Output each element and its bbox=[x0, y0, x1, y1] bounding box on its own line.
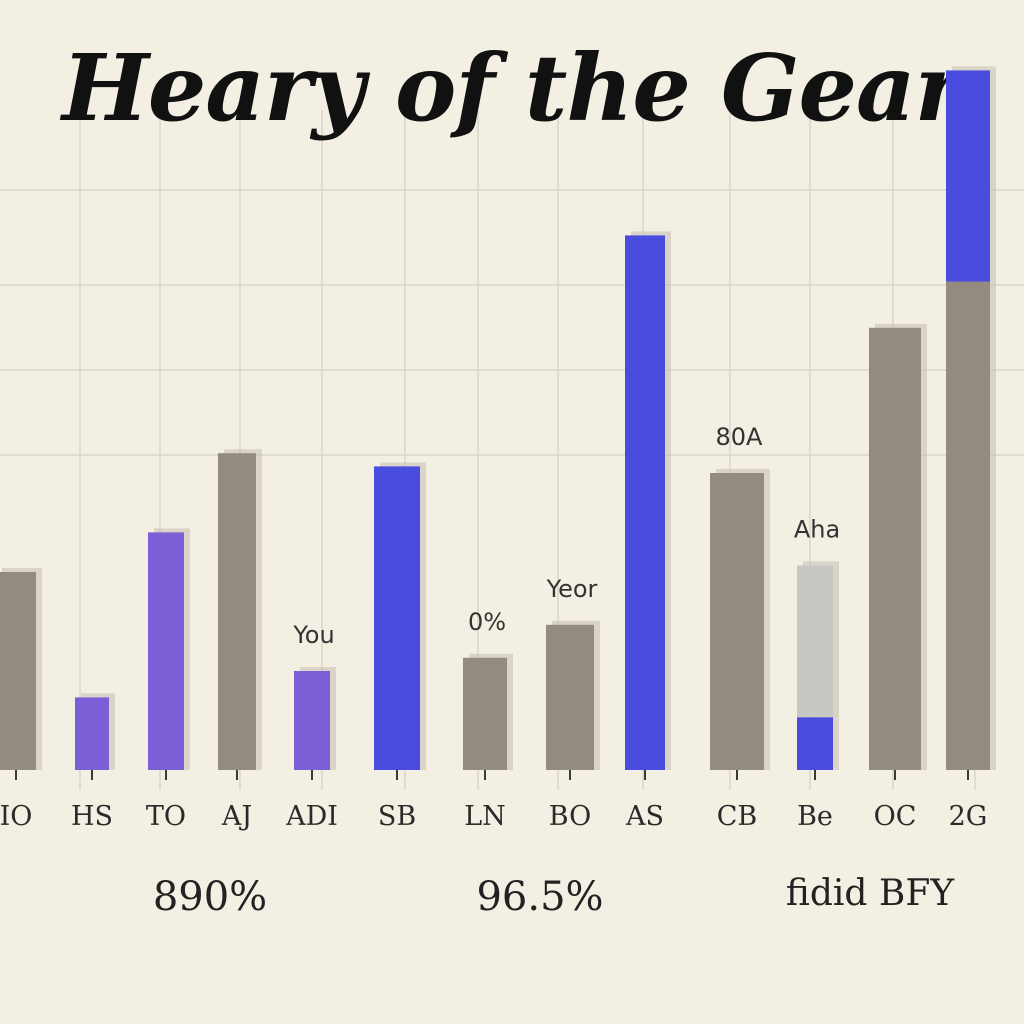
x-tick-label: SB bbox=[378, 801, 416, 832]
data-labels-group: You 0% Yeor 80A Aha bbox=[292, 423, 840, 649]
x-tick-label: 2G bbox=[949, 801, 988, 832]
chart-title: Heary of the Gear bbox=[59, 34, 970, 142]
data-label-bo: Yeor bbox=[546, 575, 598, 603]
bar-adi-series-2 bbox=[294, 671, 330, 770]
x-tick-label: OC bbox=[874, 801, 917, 832]
x-tick-label: HS bbox=[71, 801, 113, 832]
x-tick-label: AJ bbox=[221, 801, 252, 832]
bar-be-series-4 bbox=[797, 565, 833, 718]
x-tick-label: ADI bbox=[285, 801, 338, 832]
bar-sb-series-3 bbox=[374, 466, 420, 770]
bar-be-series-3 bbox=[797, 717, 833, 770]
bars-group bbox=[0, 66, 996, 780]
x-tick-label: IO bbox=[0, 801, 32, 832]
x-tick-label: Be bbox=[797, 801, 833, 832]
bar-as-series-3 bbox=[625, 235, 665, 770]
x-tick-label: AS bbox=[625, 801, 664, 832]
footer-middle-label: 96.5% bbox=[476, 874, 603, 920]
bar-io-series-1 bbox=[0, 572, 36, 770]
x-tick-label: LN bbox=[464, 801, 506, 832]
x-tick-labels: IO HS TO AJ ADI SB LN BO AS CB Be OC 2G bbox=[0, 801, 987, 832]
data-label-ln: 0% bbox=[468, 608, 506, 636]
data-label-be: Aha bbox=[794, 515, 840, 543]
x-tick-label: BO bbox=[549, 801, 591, 832]
bar-hs-series-2 bbox=[75, 697, 109, 770]
bar-oc-series-1 bbox=[869, 327, 921, 770]
bar-aj-series-1 bbox=[218, 453, 256, 770]
bar-to-series-2 bbox=[148, 532, 184, 770]
bar-2g-series-3 bbox=[946, 70, 990, 282]
data-label-adi: You bbox=[292, 621, 334, 649]
x-tick-label: CB bbox=[717, 801, 758, 832]
x-tick-label: TO bbox=[146, 801, 186, 832]
footer-right-label: fidid BFY bbox=[786, 873, 955, 914]
footer-left-label: 890% bbox=[153, 874, 267, 920]
data-label-cb: 80A bbox=[716, 423, 764, 451]
bar-bo-series-1 bbox=[546, 624, 594, 770]
bar-2g-series-1 bbox=[946, 281, 990, 770]
bar-cb-series-1 bbox=[710, 473, 764, 770]
bar-ln-series-1 bbox=[463, 657, 507, 770]
